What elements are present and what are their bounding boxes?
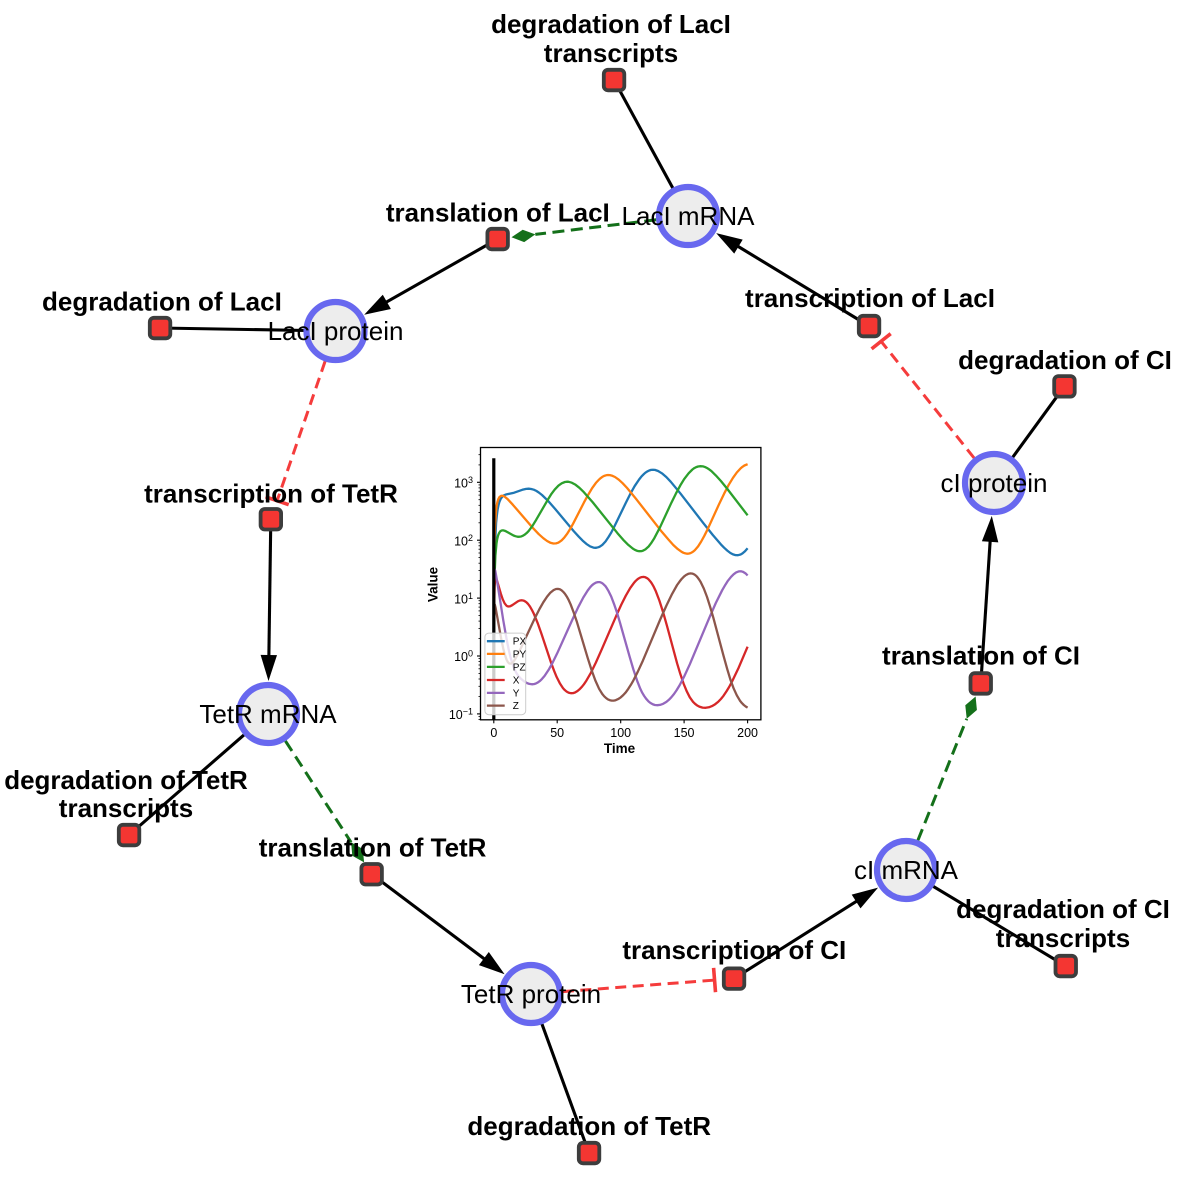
svg-text:Z: Z (513, 701, 519, 712)
svg-text:X: X (513, 675, 520, 686)
svg-text:transcripts: transcripts (544, 38, 678, 68)
svg-text:translation of TetR: translation of TetR (259, 833, 487, 863)
svg-text:transcripts: transcripts (996, 923, 1130, 953)
svg-text:Y: Y (513, 688, 520, 699)
svg-text:50: 50 (550, 726, 564, 740)
svg-text:transcription of CI: transcription of CI (622, 935, 846, 965)
svg-text:TetR mRNA: TetR mRNA (199, 699, 337, 729)
svg-text:200: 200 (737, 726, 758, 740)
svg-text:PZ: PZ (513, 662, 526, 673)
svg-text:TetR protein: TetR protein (461, 979, 601, 1009)
svg-text:0: 0 (490, 726, 497, 740)
svg-text:degradation of TetR: degradation of TetR (467, 1111, 711, 1141)
svg-text:Time: Time (604, 741, 636, 756)
svg-text:degradation of CI: degradation of CI (956, 894, 1170, 924)
svg-text:cI protein: cI protein (941, 468, 1048, 498)
svg-text:degradation of CI: degradation of CI (958, 345, 1172, 375)
svg-text:PX: PX (513, 637, 527, 648)
svg-text:Value: Value (426, 566, 441, 602)
svg-text:LacI mRNA: LacI mRNA (622, 201, 756, 231)
svg-text:transcription of LacI: transcription of LacI (745, 283, 995, 313)
svg-text:PY: PY (513, 649, 527, 660)
svg-text:degradation of LacI: degradation of LacI (491, 9, 731, 39)
svg-text:translation of LacI: translation of LacI (386, 197, 610, 227)
svg-text:translation of CI: translation of CI (882, 641, 1080, 671)
svg-text:degradation of TetR: degradation of TetR (4, 765, 248, 795)
svg-text:LacI protein: LacI protein (268, 316, 404, 346)
svg-text:100: 100 (610, 726, 631, 740)
svg-text:transcription of TetR: transcription of TetR (144, 478, 398, 508)
svg-text:cI mRNA: cI mRNA (854, 855, 959, 885)
svg-text:transcripts: transcripts (59, 793, 193, 823)
svg-text:degradation of LacI: degradation of LacI (42, 287, 282, 317)
svg-text:150: 150 (674, 726, 695, 740)
